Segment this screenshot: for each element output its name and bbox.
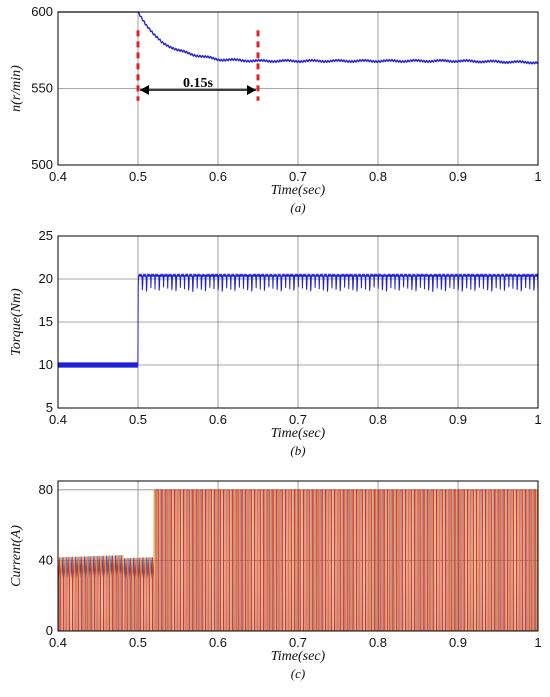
- y-tick-label: 600: [31, 4, 53, 19]
- current-chart-y-label: Current(A): [9, 525, 24, 587]
- x-tick-label: 0.5: [129, 412, 147, 427]
- x-tick-label: 0.8: [369, 412, 387, 427]
- x-tick-label: 0.4: [49, 635, 67, 650]
- x-tick-label: 0.5: [129, 169, 147, 184]
- speed-chart-x-label: Time(sec): [271, 183, 326, 198]
- current-chart-y-ticks: 0 40 80: [39, 482, 53, 638]
- torque-chart-x-ticks: 0.4 0.5 0.6 0.7 0.8 0.9 1: [49, 412, 542, 427]
- x-tick-label: 0.9: [449, 635, 467, 650]
- y-tick-label: 10: [39, 357, 53, 372]
- speed-chart-frame: [57, 11, 539, 166]
- x-tick-label: 0.6: [209, 635, 227, 650]
- x-tick-label: 0.7: [289, 169, 307, 184]
- x-tick-label: 0.7: [289, 412, 307, 427]
- x-tick-label: 0.4: [49, 412, 67, 427]
- x-tick-label: 0.7: [289, 635, 307, 650]
- x-tick-label: 0.5: [129, 635, 147, 650]
- speed-chart-y-label: n(r/min): [9, 65, 24, 112]
- speed-chart-grid: [57, 11, 539, 166]
- y-tick-label: 5: [46, 400, 53, 415]
- speed-chart: 0.15s 0.4 0.5 0.6 0.7 0.8 0.9 1 500 550 …: [9, 4, 542, 215]
- current-chart-frame: [57, 480, 539, 632]
- x-tick-label: 0.8: [369, 635, 387, 650]
- y-tick-label: 80: [39, 482, 53, 497]
- x-tick-label: 0.6: [209, 412, 227, 427]
- x-tick-label: 1: [534, 635, 541, 650]
- current-chart-x-ticks: 0.4 0.5 0.6 0.7 0.8 0.9 1: [49, 635, 542, 650]
- y-tick-label: 15: [39, 314, 53, 329]
- torque-chart-caption: (b): [290, 443, 305, 458]
- x-tick-label: 0.9: [449, 169, 467, 184]
- y-tick-label: 20: [39, 271, 53, 286]
- x-tick-label: 1: [534, 169, 541, 184]
- torque-chart-series: [57, 273, 539, 368]
- speed-chart-caption: (a): [290, 200, 305, 215]
- y-tick-label: 0: [46, 623, 53, 638]
- speed-chart-x-ticks: 0.4 0.5 0.6 0.7 0.8 0.9 1: [49, 169, 542, 184]
- y-tick-label: 550: [31, 81, 53, 96]
- torque-chart-x-label: Time(sec): [271, 426, 326, 441]
- torque-chart-y-label: Torque(Nm): [9, 288, 24, 356]
- torque-chart-grid: [57, 235, 539, 409]
- x-tick-label: 1: [534, 412, 541, 427]
- arrowhead-left: [140, 85, 149, 96]
- torque-chart-y-ticks: 5 10 15 20 25: [39, 228, 53, 415]
- x-tick-label: 0.8: [369, 169, 387, 184]
- settling-time-label: 0.15s: [183, 76, 214, 91]
- torque-chart: 0.4 0.5 0.6 0.7 0.8 0.9 1 5 10 15 20 25 …: [9, 228, 542, 458]
- torque-trace: [57, 273, 539, 368]
- x-tick-label: 0.9: [449, 412, 467, 427]
- arrowhead-right: [247, 85, 256, 96]
- y-tick-label: 40: [39, 552, 53, 567]
- torque-chart-frame: [57, 235, 539, 409]
- x-tick-label: 0.4: [49, 169, 67, 184]
- current-chart: 0.4 0.5 0.6 0.7 0.8 0.9 1 0 40 80 Time(s…: [9, 480, 542, 681]
- x-tick-label: 0.6: [209, 169, 227, 184]
- y-tick-label: 25: [39, 228, 53, 243]
- speed-chart-annotations: 0.15s: [136, 30, 260, 101]
- y-tick-label: 500: [31, 157, 53, 172]
- current-chart-x-label: Time(sec): [271, 649, 326, 664]
- current-chart-caption: (c): [291, 666, 305, 681]
- speed-chart-y-ticks: 500 550 600: [31, 4, 53, 172]
- current-trace-phase-a: [57, 489, 538, 632]
